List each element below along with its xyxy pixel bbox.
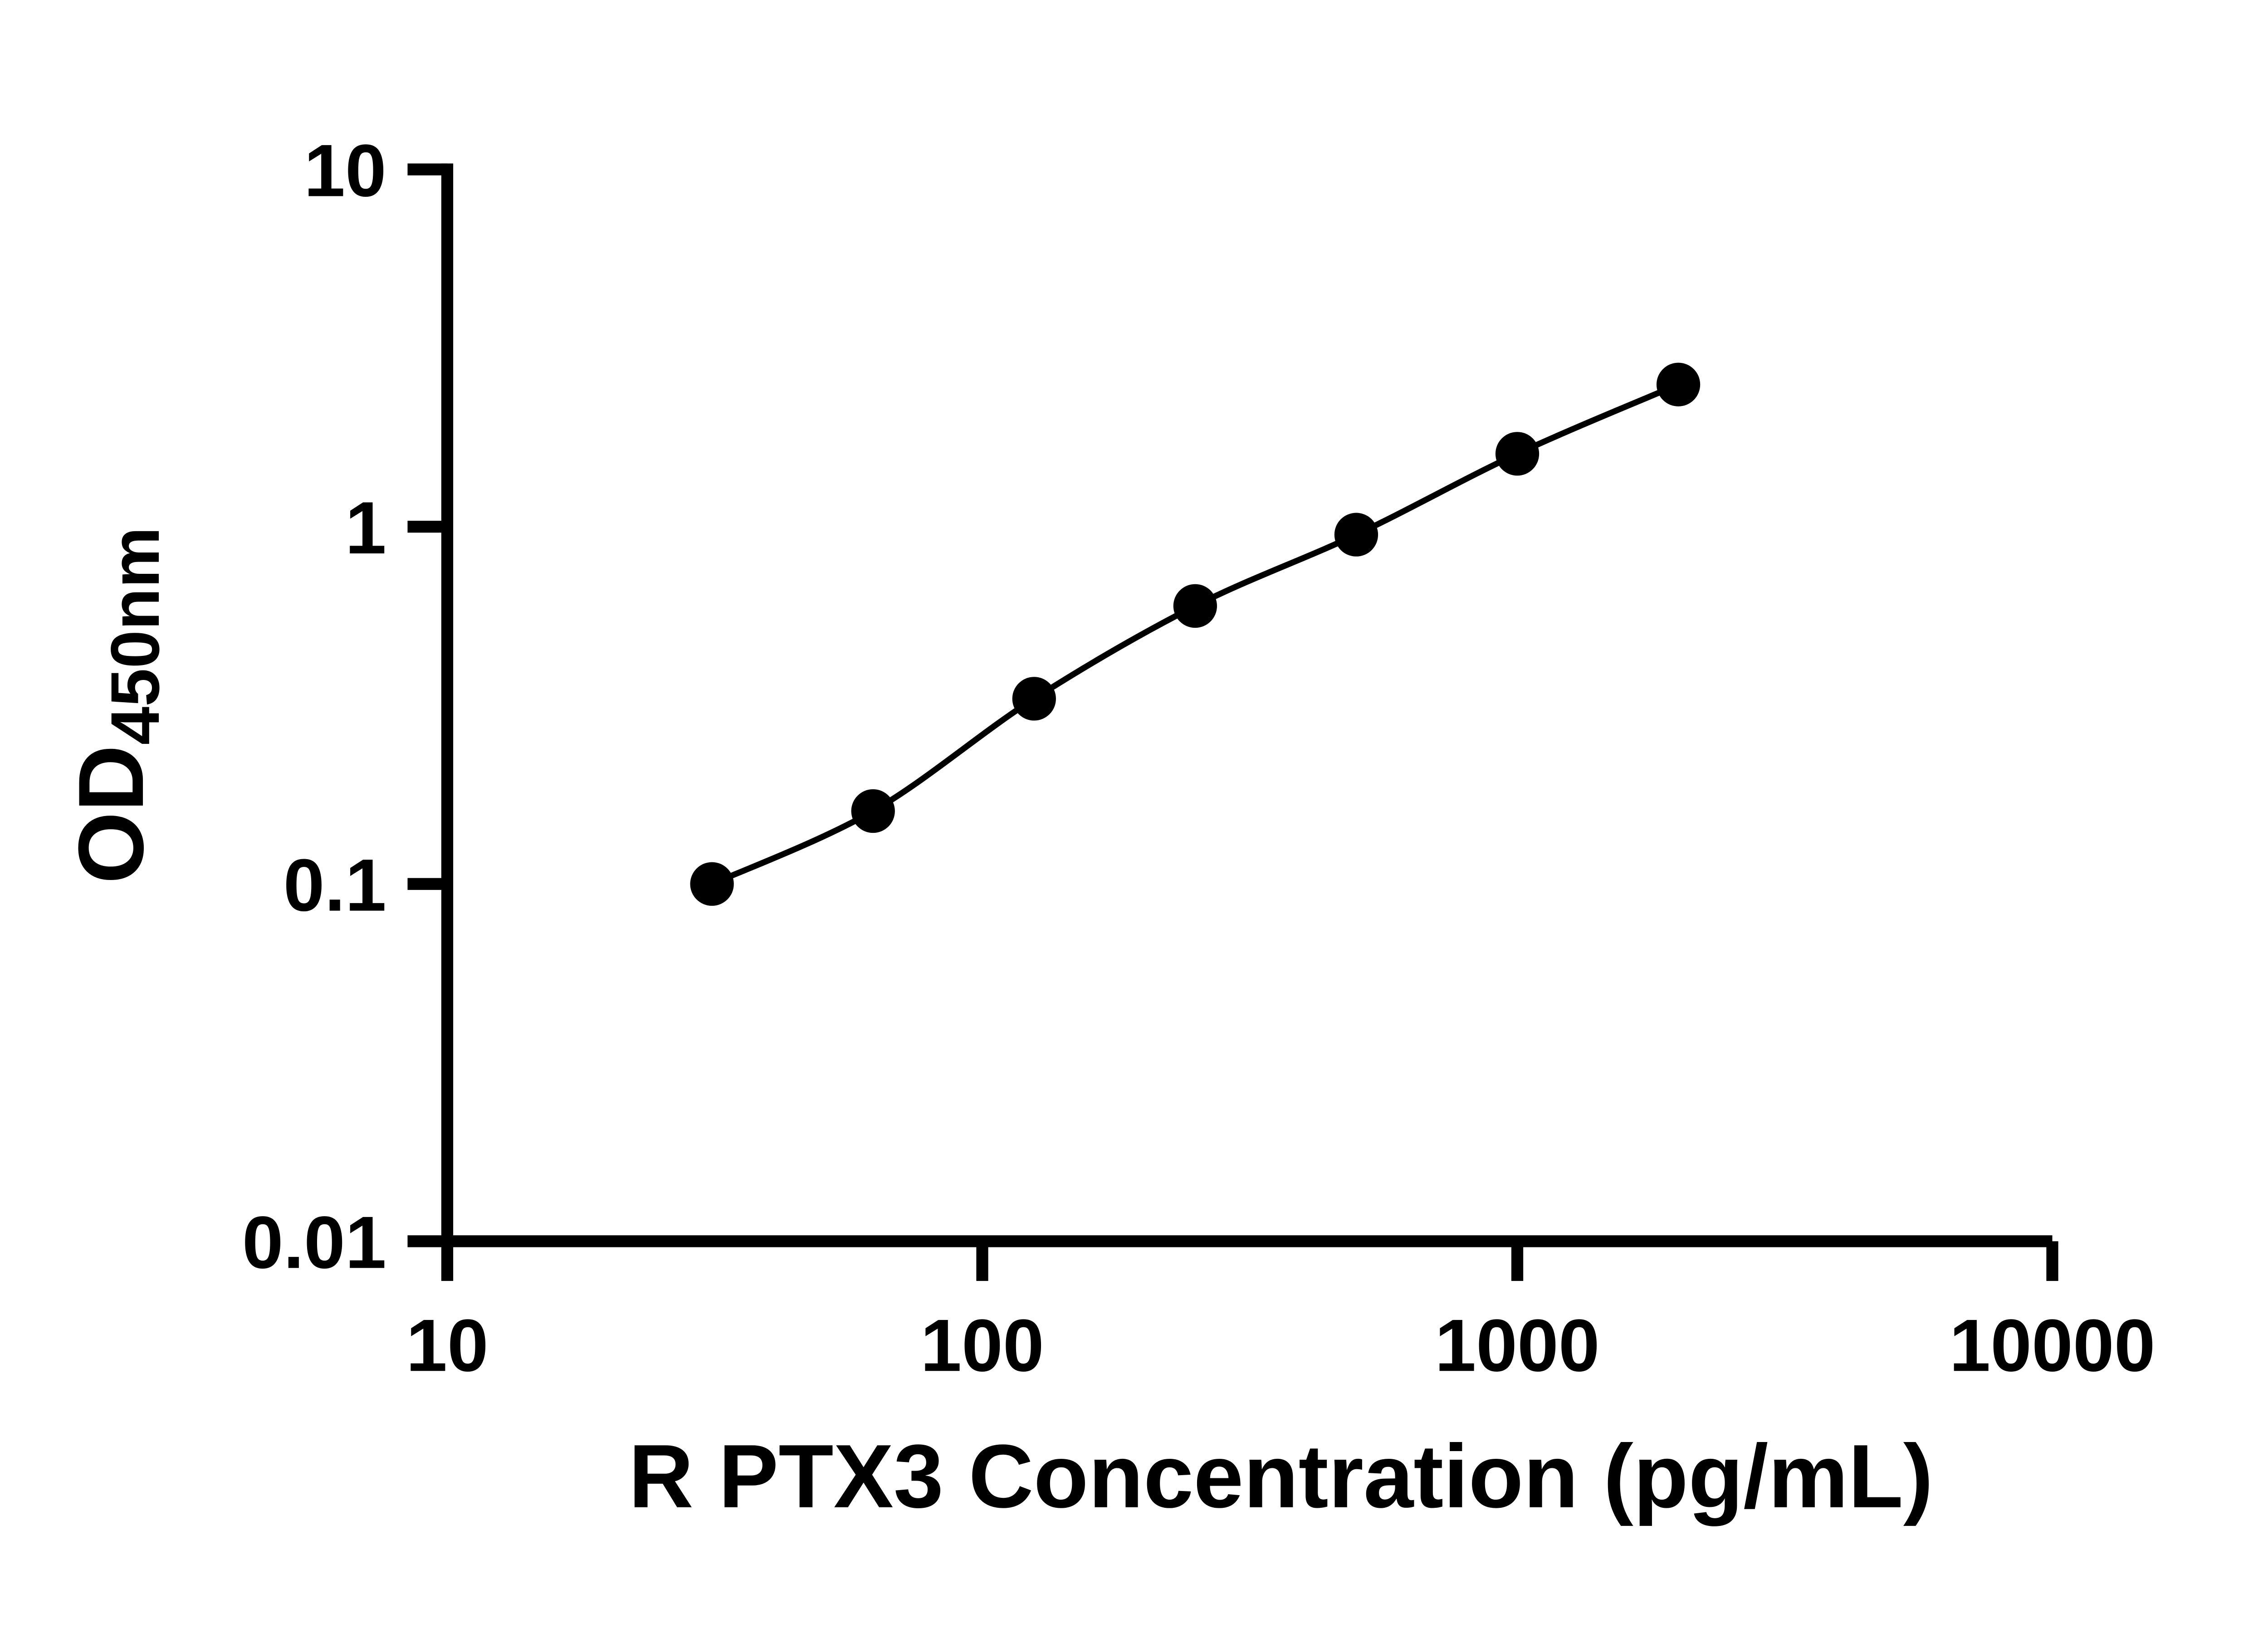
y-tick-label: 0.1	[284, 844, 386, 927]
data-point-marker	[851, 789, 895, 833]
x-tick-label: 10	[406, 1304, 489, 1387]
y-axis-title-subscript: 450nm	[97, 527, 174, 745]
x-tick-label: 10000	[1949, 1304, 2155, 1387]
y-tick-label: 0.01	[242, 1201, 386, 1284]
data-point-marker	[1173, 584, 1217, 628]
axes-spine	[441, 163, 2053, 1247]
data-point-marker	[1656, 362, 1701, 406]
data-point-marker	[1334, 513, 1378, 557]
data-point-marker	[1012, 677, 1056, 721]
plot-layer: 10 100 1000 10000 0.01 0.1 1 10	[242, 129, 2156, 1387]
data-point-marker	[1495, 432, 1540, 476]
y-axis-title-main: OD	[59, 745, 163, 884]
x-tick-label: 100	[920, 1304, 1044, 1387]
data-point-marker	[690, 862, 734, 906]
y-tick-label: 10	[304, 129, 386, 212]
x-tick-label: 1000	[1435, 1304, 1599, 1387]
y-tick-label: 1	[345, 486, 386, 569]
x-axis-title: R PTX3 Concentration (pg/mL)	[629, 1426, 1933, 1527]
y-axis-title: OD450nm	[59, 527, 174, 884]
